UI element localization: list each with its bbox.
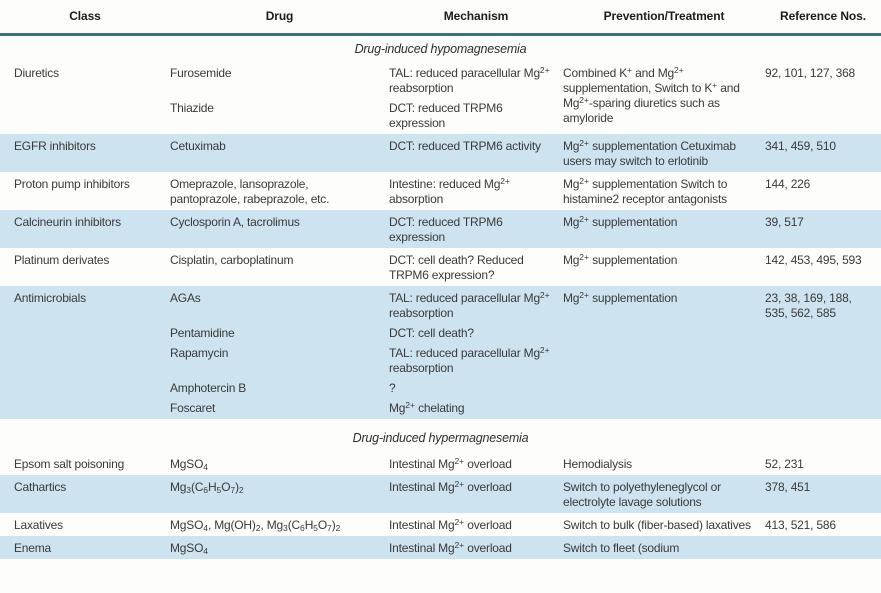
- refs-cell: 52, 231: [765, 457, 804, 471]
- class-cell: Proton pump inhibitors: [14, 177, 130, 191]
- mechanism-cell: DCT: cell death?: [389, 326, 474, 340]
- table-row: Proton pump inhibitors Omeprazole, lansop…: [0, 172, 881, 210]
- mechanism-cell: DCT: cell death? Reduced TRPM6 expressio…: [389, 253, 524, 282]
- prevention-cell: Switch to bulk (fiber-based) laxatives: [563, 518, 751, 532]
- table-row: Calcineurin inhibitors Cyclosporin A, tac…: [0, 210, 881, 248]
- drug-cell: Rapamycin: [170, 346, 229, 360]
- prevention-cell: Mg2+ supplementation Cetuximab users may…: [563, 138, 736, 168]
- drug-cell: Pentamidine: [170, 326, 235, 340]
- class-cell: EGFR inhibitors: [14, 139, 96, 153]
- mechanism-cell: Mg2+ chelating: [389, 400, 465, 415]
- class-cell: Laxatives: [14, 518, 63, 532]
- refs-cell: 413, 521, 586: [765, 518, 836, 532]
- mechanism-cell: DCT: reduced TRPM6 activity: [389, 139, 541, 153]
- mechanism-cell: Intestinal Mg2+ overload: [389, 456, 512, 471]
- drug-cell: MgSO4: [170, 541, 208, 556]
- mechanism-cell: TAL: reduced paracellular Mg2+ reabsorpt…: [389, 345, 550, 375]
- class-cell: Epsom salt poisoning: [14, 457, 125, 471]
- table-row: EGFR inhibitors Cetuximab DCT: reduced TRP…: [0, 134, 881, 172]
- drug-cell: Omeprazole, lansoprazole, pantoprazole, …: [170, 177, 330, 206]
- mechanism-cell: Intestinal Mg2+ overload: [389, 540, 512, 555]
- table-header-row: Class Drug Mechanism Prevention/Treatmen…: [0, 0, 881, 36]
- drug-cell: Cetuximab: [170, 139, 226, 153]
- table-row: Platinum derivates Cisplatin, carboplatin…: [0, 248, 881, 286]
- column-header-drug: Drug: [265, 9, 294, 23]
- mechanism-cell: Intestinal Mg2+ overload: [389, 479, 512, 494]
- refs-cell: 23, 38, 169, 188, 535, 562, 585: [765, 291, 852, 320]
- class-cell: Cathartics: [14, 480, 67, 494]
- class-cell: Platinum derivates: [14, 253, 110, 267]
- prevention-cell: Switch to fleet (sodium: [563, 541, 680, 555]
- refs-cell: 92, 101, 127, 368: [765, 66, 856, 80]
- drug-cell: Cyclosporin A, tacrolimus: [170, 215, 300, 229]
- table-row: Antimicrobials AGAs TAL: reduced paracellu…: [0, 286, 881, 419]
- drug-cell: Amphotercin B: [170, 381, 247, 395]
- refs-cell: 378, 451: [765, 480, 811, 494]
- mechanism-cell: TAL: reduced paracellular Mg2+ reabsorpt…: [389, 290, 550, 320]
- drug-mechanism-pairs: Cetuximab DCT: reduced TRPM6 activity: [170, 139, 563, 169]
- mechanism-cell: ?: [389, 381, 396, 395]
- drug-cell: MgSO4: [170, 457, 208, 472]
- drug-mechanism-pairs: Furosemide TAL: reduced paracellular Mg2+…: [170, 66, 563, 131]
- drug-mechanism-pairs: MgSO4 Intestinal Mg2+ overload: [170, 541, 563, 556]
- mechanism-cell: DCT: reduced TRPM6 expression: [389, 215, 503, 244]
- drug-cell: Thiazide: [170, 101, 214, 115]
- table-row: Epsom salt poisoning MgSO4 Intestinal Mg2+…: [0, 452, 881, 475]
- mechanism-cell: Intestine: reduced Mg2+ absorption: [389, 176, 510, 206]
- column-header-class: Class: [69, 9, 101, 23]
- drug-cell: MgSO4, Mg(OH)2, Mg3(C6H5O7)2: [170, 518, 341, 533]
- table-row: Diuretics Furosemide TAL: reduced paracell…: [0, 61, 881, 134]
- section-title: Drug-induced hypomagnesemia: [354, 42, 527, 56]
- drug-mechanism-pairs: Mg3(C6H5O7)2 Intestinal Mg2+ overload: [170, 480, 563, 510]
- class-cell: Enema: [14, 541, 52, 555]
- prevention-cell: Mg2+ supplementation: [563, 214, 678, 229]
- drug-cell: Mg3(C6H5O7)2: [170, 480, 244, 495]
- prevention-cell: Mg2+ supplementation Switch to histamine…: [563, 176, 728, 206]
- table-row: Enema MgSO4 Intestinal Mg2+ overload Switch…: [0, 536, 881, 559]
- section-title: Drug-induced hypermagnesemia: [352, 431, 529, 445]
- class-cell: Antimicrobials: [14, 291, 86, 305]
- drug-mechanism-pairs: AGAs TAL: reduced paracellular Mg2+ reabs…: [170, 291, 563, 416]
- refs-cell: 142, 453, 495, 593: [765, 253, 862, 267]
- column-header-mechanism: Mechanism: [443, 9, 509, 23]
- mechanism-cell: TAL: reduced paracellular Mg2+ reabsorpt…: [389, 65, 550, 95]
- drug-cell: Furosemide: [170, 66, 232, 80]
- drug-mechanism-pairs: Cisplatin, carboplatinum DCT: cell death?…: [170, 253, 563, 283]
- table-row: Cathartics Mg3(C6H5O7)2 Intestinal Mg2+ ov…: [0, 475, 881, 513]
- mechanism-cell: DCT: reduced TRPM6 expression: [389, 101, 503, 130]
- drug-cell: Foscaret: [170, 401, 216, 415]
- drug-cell: Cisplatin, carboplatinum: [170, 253, 294, 267]
- column-header-reference-nos: Reference Nos.: [780, 9, 866, 23]
- table-body: Drug-induced hypomagnesemia Diuretics Furo…: [0, 36, 881, 559]
- refs-cell: 144, 226: [765, 177, 811, 191]
- drug-magnesium-table: Class Drug Mechanism Prevention/Treatmen…: [0, 0, 881, 559]
- refs-cell: 39, 517: [765, 215, 804, 229]
- mechanism-cell: Intestinal Mg2+ overload: [389, 517, 512, 532]
- prevention-cell: Mg2+ supplementation: [563, 252, 678, 267]
- drug-mechanism-pairs: MgSO4 Intestinal Mg2+ overload: [170, 457, 563, 472]
- prevention-cell: Switch to polyethyleneglycol or electrol…: [563, 480, 721, 509]
- refs-cell: 341, 459, 510: [765, 139, 836, 153]
- refs-cell: [765, 541, 881, 556]
- drug-mechanism-pairs: Omeprazole, lansoprazole, pantoprazole, …: [170, 177, 563, 207]
- drug-mechanism-pairs: MgSO4, Mg(OH)2, Mg3(C6H5O7)2 Intestinal M…: [170, 518, 563, 533]
- column-header-prevention-treatment: Prevention/Treatment: [603, 9, 725, 23]
- class-cell: Diuretics: [14, 66, 59, 80]
- prevention-cell: Mg2+ supplementation: [563, 290, 678, 305]
- drug-cell: AGAs: [170, 291, 201, 305]
- drug-mechanism-pairs: Cyclosporin A, tacrolimus DCT: reduced TR…: [170, 215, 563, 245]
- table-row: Laxatives MgSO4, Mg(OH)2, Mg3(C6H5O7)2 Int…: [0, 513, 881, 536]
- class-cell: Calcineurin inhibitors: [14, 215, 121, 229]
- prevention-cell: Combined K+ and Mg2+ supplementation, Sw…: [563, 65, 740, 125]
- prevention-cell: Hemodialysis: [563, 457, 632, 471]
